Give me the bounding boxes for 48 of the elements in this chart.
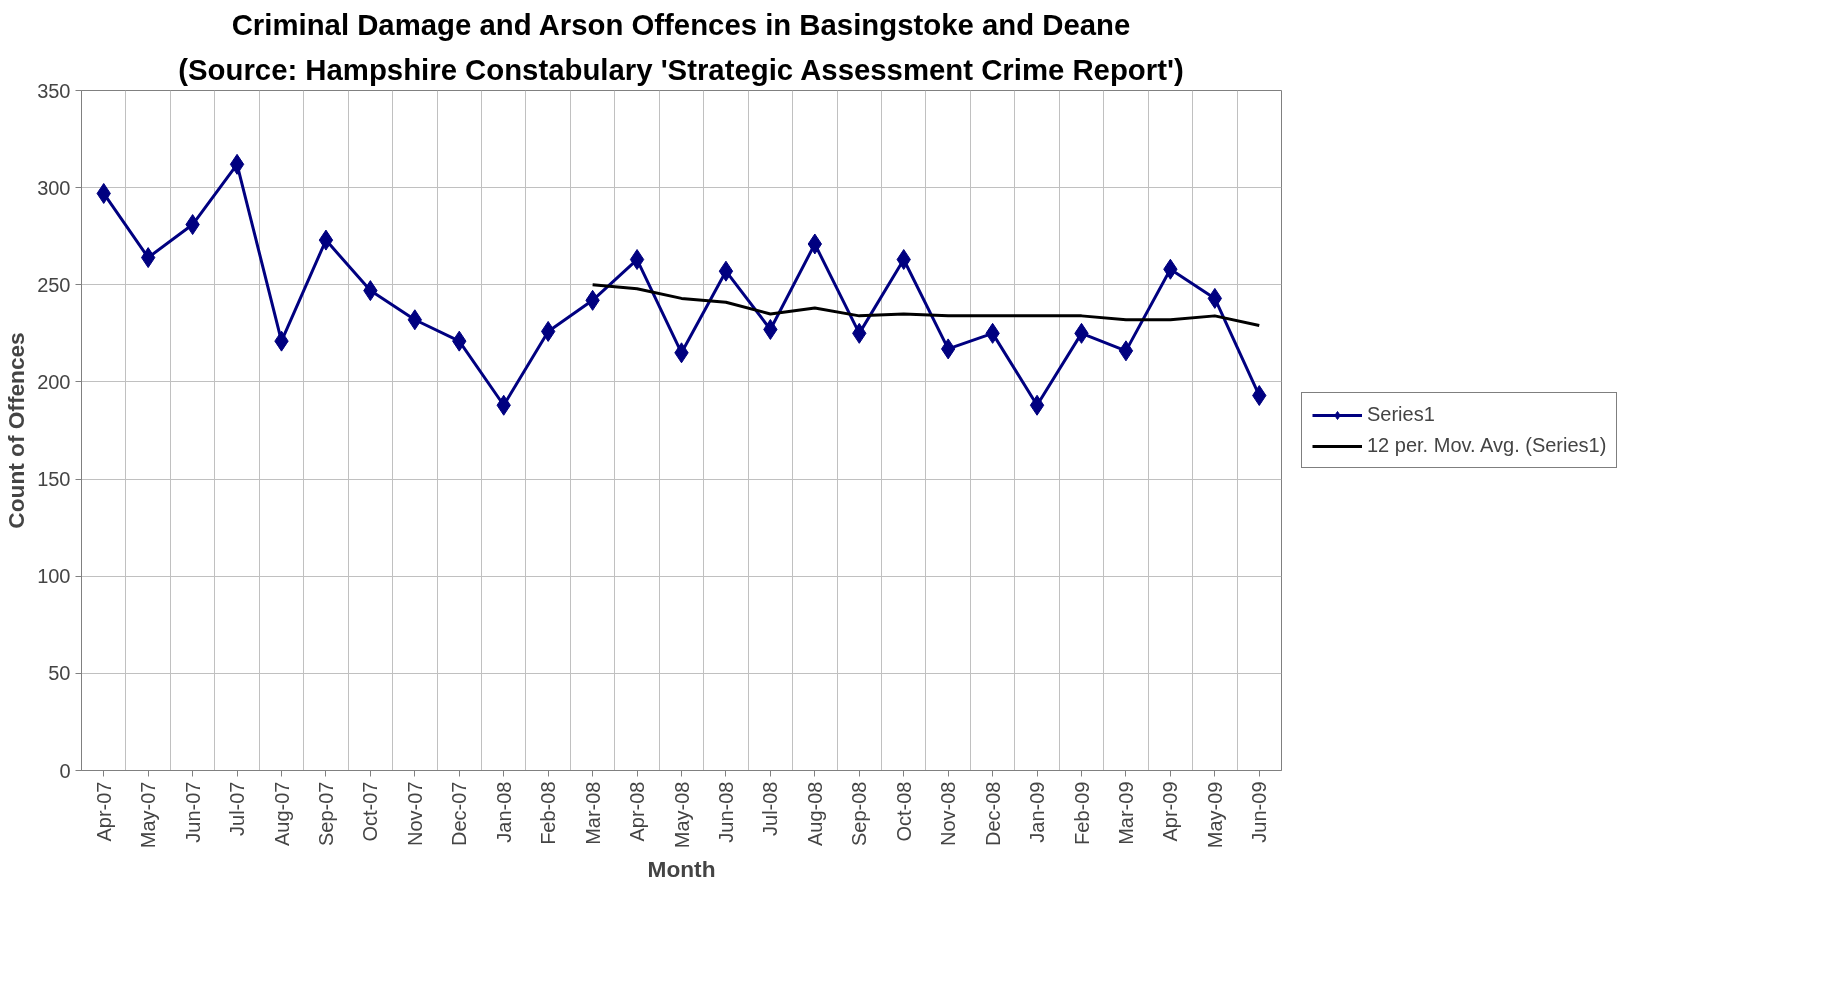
x-tick-label: Nov-08 bbox=[937, 781, 960, 846]
x-tick-label: Aug-08 bbox=[803, 781, 826, 846]
x-tick-label: Jul-08 bbox=[759, 781, 782, 836]
y-tick-label: 150 bbox=[37, 468, 71, 491]
x-tick-label: Sep-07 bbox=[314, 781, 337, 846]
x-tick-label: Mar-09 bbox=[1114, 781, 1137, 845]
chart-title: Criminal Damage and Arson Offences in Basingstoke and Deane bbox=[231, 7, 1131, 41]
x-tick-label: Apr-08 bbox=[626, 781, 649, 842]
x-tick-label: Dec-07 bbox=[448, 781, 471, 846]
y-axis-title: Count of Offences bbox=[3, 332, 30, 529]
y-tick-label: 100 bbox=[37, 565, 71, 588]
x-tick-label: Dec-08 bbox=[981, 781, 1004, 846]
x-tick-label: Mar-08 bbox=[581, 781, 604, 845]
point bbox=[629, 249, 645, 271]
point bbox=[1118, 340, 1134, 362]
x-tick-label: May-09 bbox=[1203, 781, 1226, 849]
x-tick-label: May-07 bbox=[137, 781, 160, 849]
x-tick-label: Jun-09 bbox=[1248, 781, 1271, 843]
x-tick-label: Jan-08 bbox=[492, 781, 515, 843]
x-tick-label: Feb-08 bbox=[537, 781, 560, 845]
y-tick-label: 300 bbox=[37, 176, 71, 199]
chart-subtitle: (Source: Hampshire Constabulary 'Strategic Assessment Crime Report') bbox=[178, 52, 1184, 86]
x-tick-label: Sep-08 bbox=[848, 781, 871, 846]
x-tick-label: Nov-07 bbox=[403, 781, 426, 846]
x-tick-label: Apr-07 bbox=[92, 781, 115, 842]
legend-label: Series1 bbox=[1367, 403, 1435, 426]
x-tick-label: Jun-08 bbox=[714, 781, 737, 843]
point bbox=[1029, 394, 1045, 416]
y-tick-label: 250 bbox=[37, 273, 71, 296]
line-series bbox=[591, 283, 1261, 328]
x-tick-label: Aug-07 bbox=[270, 781, 293, 846]
x-axis-title: Month bbox=[647, 856, 716, 883]
x-tick-label: Oct-08 bbox=[892, 781, 915, 842]
legend-label: 12 per. Mov. Avg. (Series1) bbox=[1367, 434, 1607, 457]
y-tick-label: 200 bbox=[37, 370, 71, 393]
x-tick-label: May-08 bbox=[670, 781, 693, 849]
y-tick-label: 0 bbox=[59, 759, 71, 782]
x-tick-label: Oct-07 bbox=[359, 781, 382, 842]
x-tick-label: Jul-07 bbox=[226, 781, 249, 836]
x-tick-label: Jun-07 bbox=[181, 781, 204, 843]
point bbox=[318, 229, 334, 251]
x-tick-label: Apr-09 bbox=[1159, 781, 1182, 842]
y-tick-label: 50 bbox=[48, 662, 71, 685]
x-tick-label: Feb-09 bbox=[1070, 781, 1093, 845]
point bbox=[229, 153, 245, 175]
point bbox=[718, 260, 734, 282]
y-tick-label: 350 bbox=[37, 79, 71, 102]
x-tick-label: Jan-09 bbox=[1026, 781, 1049, 843]
